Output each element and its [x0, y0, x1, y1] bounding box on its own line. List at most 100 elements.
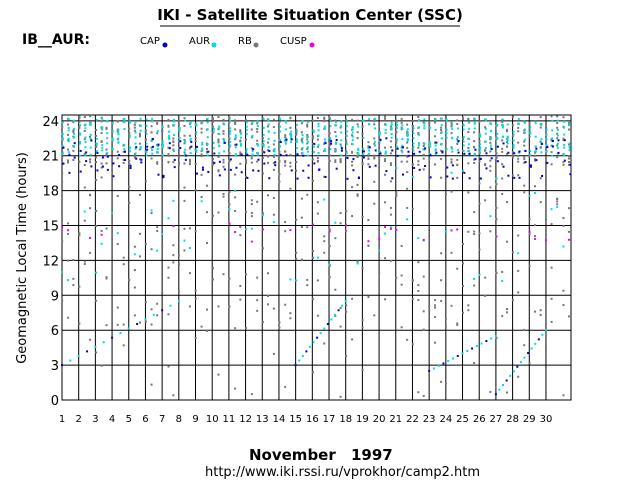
- rb-point: [188, 162, 191, 165]
- aur-point: [172, 199, 175, 202]
- aur-point: [245, 228, 248, 231]
- aur-point: [357, 125, 360, 128]
- rb-point: [250, 393, 253, 396]
- rb-point: [417, 298, 420, 301]
- rb-point: [122, 158, 125, 161]
- cap-point: [352, 169, 355, 172]
- rb-point: [384, 201, 387, 204]
- aur-point: [563, 120, 566, 123]
- rb-point: [228, 152, 231, 155]
- rb-point: [323, 240, 326, 243]
- x-tick-label: 13: [256, 414, 269, 425]
- aur-point: [95, 118, 98, 121]
- rb-point: [556, 122, 559, 125]
- aur-point: [351, 139, 354, 142]
- aur-point: [323, 148, 326, 151]
- cap-point: [302, 169, 305, 172]
- aur-point: [568, 146, 571, 149]
- aur-point: [89, 123, 92, 126]
- rb-point: [217, 156, 220, 159]
- rb-point: [422, 394, 425, 397]
- rb-point: [172, 161, 175, 164]
- aur-point: [284, 119, 287, 122]
- rb-point: [217, 169, 220, 172]
- rb-point: [167, 125, 170, 128]
- aur-point: [67, 140, 70, 143]
- rb-point: [417, 391, 420, 394]
- rb-point: [550, 320, 553, 323]
- aur-point: [106, 151, 109, 154]
- rb-point: [138, 158, 141, 161]
- aur-point: [173, 133, 176, 136]
- rb-point: [261, 172, 264, 175]
- cap-point: [68, 153, 71, 156]
- cap-point: [201, 166, 204, 169]
- cap-point: [285, 154, 288, 157]
- rb-point: [417, 160, 420, 163]
- rb-point: [72, 159, 75, 162]
- aur-point: [101, 128, 104, 131]
- aur-point: [61, 121, 64, 124]
- rb-point: [389, 213, 392, 216]
- aur-point: [151, 139, 154, 142]
- rb-point: [205, 308, 208, 311]
- rb-point: [217, 373, 220, 376]
- rb-point: [444, 123, 447, 126]
- aur-point: [161, 146, 164, 149]
- rb-point: [111, 201, 114, 204]
- rb-point: [434, 341, 437, 344]
- aur-point: [423, 124, 426, 127]
- rb-point: [67, 148, 70, 151]
- rb-point: [61, 181, 64, 184]
- rb-point: [356, 260, 359, 263]
- aur-point: [106, 142, 109, 145]
- aur-point: [206, 121, 209, 124]
- rb-point: [395, 131, 398, 134]
- rb-point: [95, 179, 98, 182]
- rb-point: [444, 117, 447, 120]
- cap-point: [330, 142, 333, 145]
- aur-point: [357, 148, 360, 151]
- cap-point: [541, 142, 544, 145]
- rb-point: [411, 207, 414, 210]
- cap-point: [179, 140, 182, 143]
- rb-point: [378, 256, 381, 259]
- rb-point: [489, 159, 492, 162]
- rb-point: [144, 242, 147, 245]
- rb-point: [511, 135, 514, 138]
- aur-point: [490, 137, 493, 140]
- rb-point: [478, 202, 481, 205]
- aur-point: [102, 341, 105, 344]
- aur-point: [312, 131, 315, 134]
- rb-point: [556, 126, 559, 129]
- rb-point: [161, 362, 164, 365]
- aur-point: [534, 122, 537, 125]
- aur-point: [445, 132, 448, 135]
- x-tick-label: 19: [356, 414, 369, 425]
- aur-point: [428, 143, 431, 146]
- x-tick-label: 10: [206, 414, 219, 425]
- rb-point: [478, 132, 481, 135]
- rb-point: [116, 323, 119, 326]
- aur-point: [145, 142, 148, 145]
- rb-point: [95, 145, 98, 148]
- aur-point: [406, 139, 409, 142]
- cap-point: [505, 379, 508, 382]
- aur-point: [178, 127, 181, 130]
- rb-point: [556, 132, 559, 135]
- rb-point: [478, 182, 481, 185]
- cap-point: [429, 154, 432, 157]
- rb-point: [400, 245, 403, 248]
- rb-point: [266, 125, 269, 128]
- rb-point: [100, 131, 103, 134]
- aur-point: [563, 143, 566, 146]
- rb-point: [306, 138, 309, 141]
- rb-point: [351, 118, 354, 121]
- rb-point: [212, 117, 215, 120]
- cap-point: [86, 350, 89, 353]
- rb-point: [72, 149, 75, 152]
- aur-point: [319, 332, 322, 335]
- rb-point: [67, 259, 70, 262]
- aur-point: [218, 144, 221, 147]
- cap-point: [252, 148, 255, 151]
